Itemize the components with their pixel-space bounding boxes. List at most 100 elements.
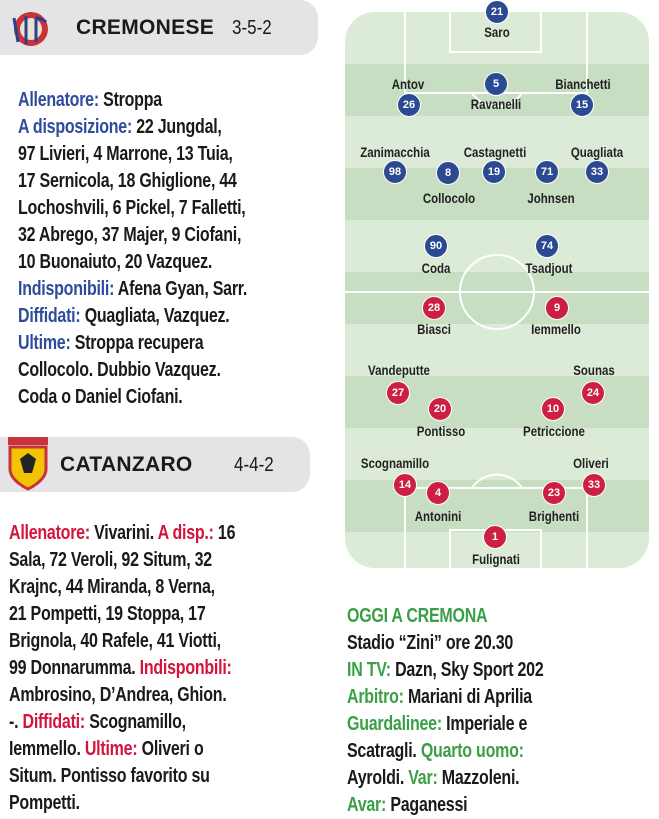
- player-name: Bianchetti: [555, 76, 611, 92]
- field-label: Allenatore:: [18, 89, 104, 111]
- text-line: Pompetti.: [9, 790, 235, 817]
- away-team-name: CATANZARO: [60, 453, 193, 476]
- field-label: Indisponibili:: [18, 278, 118, 300]
- field-value: Imperiale e: [446, 713, 528, 735]
- player-name: Petriccione: [523, 423, 585, 439]
- field-value: Pompetti.: [9, 792, 80, 814]
- text-line: Collocolo. Dubbio Vazquez.: [18, 357, 247, 384]
- text-line: Diffidati: Quagliata, Vazquez.: [18, 303, 247, 330]
- player-name: Saro: [484, 24, 510, 40]
- text-line: 21 Pompetti, 19 Stoppa, 17: [9, 601, 235, 628]
- player-number-marker: 74: [535, 234, 559, 258]
- field-label: OGGI A CREMONA: [347, 605, 488, 627]
- text-line: Indisponibili: Afena Gyan, Sarr.: [18, 276, 247, 303]
- text-line: 17 Sernicola, 18 Ghiglione, 44: [18, 168, 247, 195]
- text-line: IN TV: Dazn, Sky Sport 202: [347, 657, 544, 684]
- player-name: Ravanelli: [470, 96, 522, 112]
- field-value: Lochoshvili, 6 Pickel, 7 Falletti,: [18, 197, 246, 219]
- field-value: Mariani di Aprilia: [407, 686, 532, 708]
- text-line: Allenatore: Vivarini. A disp.: 16: [9, 520, 235, 547]
- field-value: Afena Gyan, Sarr.: [117, 278, 248, 300]
- player-name: Brighenti: [528, 508, 580, 524]
- field-value: Krajnc, 44 Miranda, 8 Verna,: [9, 576, 215, 598]
- text-line: Lochoshvili, 6 Pickel, 7 Falletti,: [18, 195, 247, 222]
- catanzaro-crest-icon: [8, 437, 48, 491]
- field-value: Vivarini.: [94, 522, 158, 544]
- field-value: Situm. Pontisso favorito su: [9, 765, 210, 787]
- player-name: Pontisso: [416, 423, 466, 439]
- field-value: Stadio “Zini” ore 20.30: [347, 632, 514, 654]
- field-label: Diffidati:: [18, 305, 85, 327]
- text-line: 32 Abrego, 37 Majer, 9 Ciofani,: [18, 222, 247, 249]
- field-value: 97 Livieri, 4 Marrone, 13 Tuia,: [18, 143, 233, 165]
- field-value: -.: [9, 711, 23, 733]
- player-number-marker: 71: [535, 160, 559, 184]
- field-value: Stroppa recupera: [74, 332, 204, 354]
- field-value: Sala, 72 Veroli, 92 Situm, 32: [9, 549, 212, 571]
- player-name: Sounas: [573, 362, 615, 378]
- player-number-marker: 33: [585, 160, 609, 184]
- text-line: 10 Buonaiuto, 20 Vazquez.: [18, 249, 247, 276]
- field-value: Brignola, 40 Rafele, 41 Viotti,: [9, 630, 221, 652]
- field-label: Allenatore:: [9, 522, 95, 544]
- text-line: Arbitro: Mariani di Aprilia: [347, 684, 544, 711]
- field-value: 22 Jungdal,: [136, 116, 222, 138]
- text-line: Ayroldi. Var: Mazzoleni.: [347, 765, 544, 792]
- field-value: Ambrosino, D’Andrea, Ghion.: [9, 684, 227, 706]
- player-number-marker: 21: [485, 0, 509, 24]
- away-team-header: CATANZARO 4-4-2: [0, 437, 310, 492]
- match-info: OGGI A CREMONA Stadio “Zini” ore 20.30 IN …: [347, 603, 593, 819]
- away-team-info: Allenatore: Vivarini. A disp.: 16 Sala, 7…: [9, 520, 292, 817]
- player-name: Collocolo: [422, 190, 476, 206]
- player-name: Antov: [391, 76, 425, 92]
- field-value: Paganessi: [390, 794, 468, 816]
- player-number-marker: 15: [570, 93, 594, 117]
- cremonese-crest-icon: [12, 12, 48, 46]
- field-value: 17 Sernicola, 18 Ghiglione, 44: [18, 170, 237, 192]
- text-line: Iemmello. Ultime: Oliveri o: [9, 736, 235, 763]
- field-value: Coda o Daniel Ciofani.: [18, 386, 183, 408]
- player-name: Johnsen: [527, 190, 575, 206]
- field-label: A disposizione:: [18, 116, 137, 138]
- player-number-marker: 19: [482, 160, 506, 184]
- text-line: Coda o Daniel Ciofani.: [18, 384, 247, 411]
- pitch-stripe: [345, 324, 649, 376]
- text-line: Stadio “Zini” ore 20.30: [347, 630, 544, 657]
- pitch-stripe: [345, 220, 649, 272]
- field-label: Var:: [408, 767, 442, 789]
- player-name: Castagnetti: [463, 144, 527, 160]
- field-label: Diffidati:: [22, 711, 90, 733]
- home-team-name: CREMONESE: [76, 16, 215, 39]
- field-label: Indisponbili:: [139, 657, 232, 679]
- field-value: 21 Pompetti, 19 Stoppa, 17: [9, 603, 206, 625]
- text-line: OGGI A CREMONA: [347, 603, 544, 630]
- player-name: Fulignati: [472, 551, 520, 567]
- field-value: Scatragli.: [347, 740, 421, 762]
- player-name: Zanimacchia: [360, 144, 430, 160]
- player-name: Iemmello: [531, 321, 581, 337]
- player-name: Coda: [421, 260, 451, 276]
- field-value: Collocolo. Dubbio Vazquez.: [18, 359, 221, 381]
- player-number-marker: 20: [428, 397, 452, 421]
- text-line: Krajnc, 44 Miranda, 8 Verna,: [9, 574, 235, 601]
- text-line: Allenatore: Stroppa: [18, 87, 247, 114]
- text-line: -. Diffidati: Scognamillo,: [9, 709, 235, 736]
- player-number-marker: 9: [545, 296, 569, 320]
- player-number-marker: 1: [483, 525, 507, 549]
- player-name: Vandeputte: [368, 362, 430, 378]
- player-number-marker: 14: [393, 473, 417, 497]
- player-name: Quagliata: [570, 144, 624, 160]
- field-value: Oliveri o: [141, 738, 204, 760]
- player-number-marker: 26: [397, 93, 421, 117]
- player-number-marker: 5: [484, 72, 508, 96]
- player-number-marker: 10: [541, 397, 565, 421]
- field-value: Mazzoleni.: [441, 767, 520, 789]
- field-label: Ultime:: [18, 332, 75, 354]
- field-value: Ayroldi.: [347, 767, 409, 789]
- field-label: A disp.:: [157, 522, 218, 544]
- field-value: 10 Buonaiuto, 20 Vazquez.: [18, 251, 213, 273]
- text-line: Situm. Pontisso favorito su: [9, 763, 235, 790]
- player-number-marker: 28: [422, 296, 446, 320]
- player-name: Antonini: [414, 508, 462, 524]
- field-label: Avar:: [347, 794, 391, 816]
